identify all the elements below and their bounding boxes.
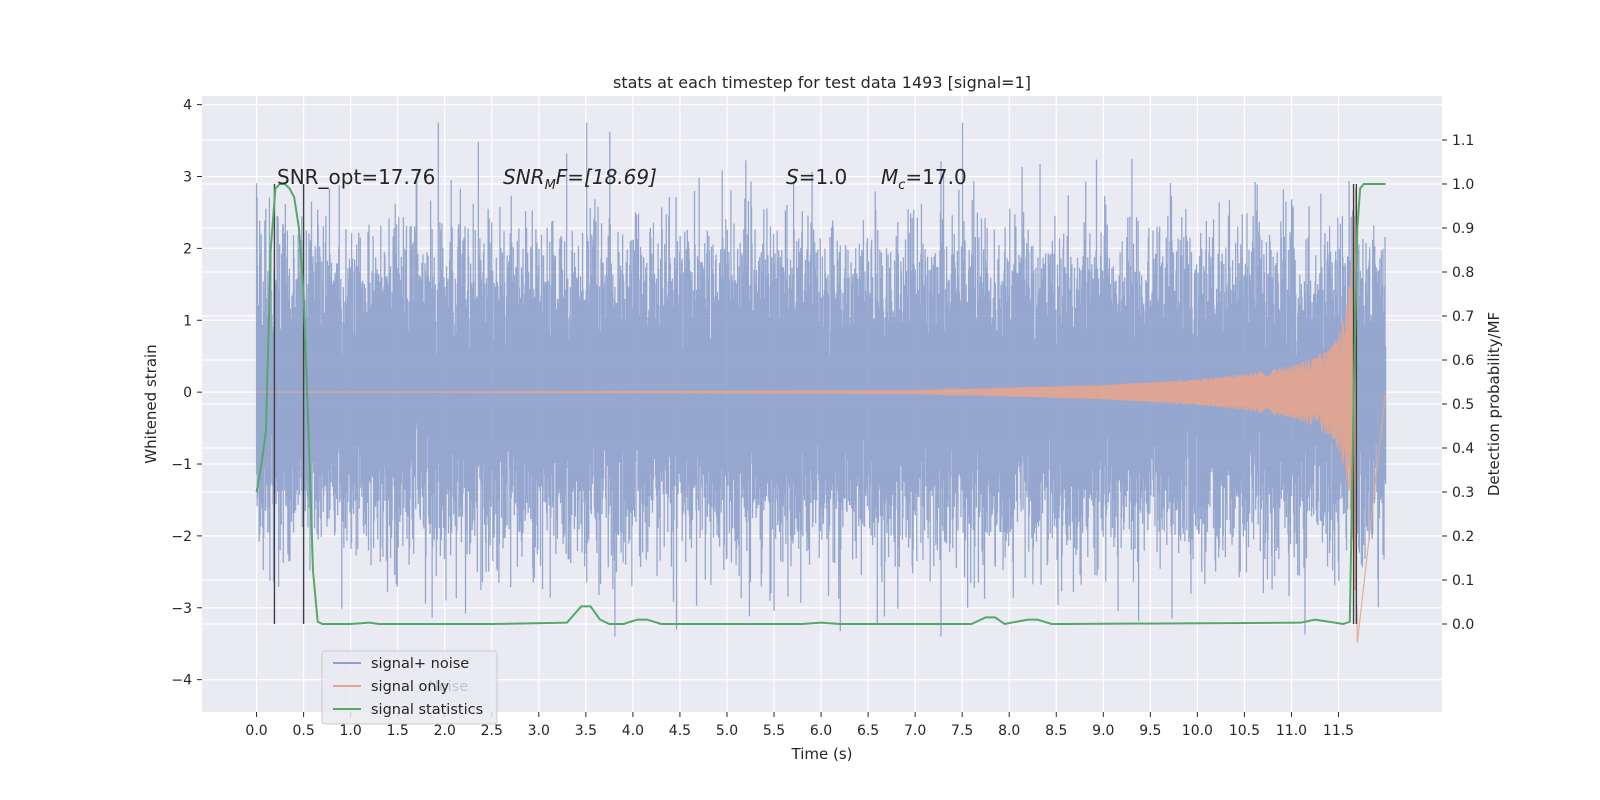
- x-tick-label: 9.0: [1092, 723, 1114, 739]
- chart-title: stats at each timestep for test data 149…: [613, 73, 1031, 92]
- signal-only-trace: [256, 188, 1387, 643]
- x-tick-label: 1.5: [387, 723, 409, 739]
- y-right-tick-label: 0.7: [1452, 309, 1474, 325]
- x-tick-label: 3.5: [575, 723, 597, 739]
- y-left-tick-label: 3: [183, 170, 192, 186]
- x-tick-label: 11.0: [1276, 723, 1307, 739]
- annotation-s: S=1.0: [786, 165, 847, 189]
- annotation-snr-mf: SNRMF=[18.69]: [503, 165, 657, 193]
- x-tick-label: 3.0: [528, 723, 550, 739]
- annotation-snr-opt: SNR_opt=17.76: [277, 165, 435, 189]
- y-left-tick-label: −3: [171, 601, 192, 617]
- x-tick-label: 9.5: [1139, 723, 1161, 739]
- annotation-mc-value: =17.0: [905, 165, 966, 189]
- x-axis-label: Time (s): [791, 745, 853, 763]
- y-right-tick-label: 0.6: [1452, 353, 1474, 369]
- y-left-tick-label: −2: [171, 529, 192, 545]
- x-tick-label: 1.0: [340, 723, 362, 739]
- x-tick-label: 10.5: [1229, 723, 1260, 739]
- y-left-tick-label: −4: [171, 673, 192, 689]
- y-right-tick-label: 1.1: [1452, 133, 1474, 149]
- y-right-tick-label: 0.0: [1452, 617, 1474, 633]
- annotation-s-symbol: S: [786, 165, 799, 189]
- annotation-mc-sub: c: [898, 178, 905, 193]
- annotation-s-value: =1.0: [799, 165, 848, 189]
- y-right-tick-label: 0.5: [1452, 397, 1474, 413]
- y-axis-left-label: Whitened strain: [142, 344, 160, 463]
- x-tick-label: 6.0: [810, 723, 832, 739]
- y-right-tick-label: 0.2: [1452, 529, 1474, 545]
- x-tick-label: 5.5: [763, 723, 785, 739]
- x-tick-label: 2.5: [481, 723, 503, 739]
- x-tick-label: 7.0: [904, 723, 926, 739]
- y-left-tick-label: 2: [183, 241, 192, 257]
- x-tick-label: 10.0: [1182, 723, 1213, 739]
- y-right-tick-label: 0.3: [1452, 485, 1474, 501]
- x-tick-label: 6.5: [857, 723, 879, 739]
- y-right-tick-label: 1.0: [1452, 177, 1474, 193]
- y-axis-right-label: Detection probability/MF: [1485, 312, 1503, 496]
- legend-box: [321, 650, 498, 725]
- y-right-tick-label: 0.1: [1452, 573, 1474, 589]
- legend-label-signal-only: signal only: [371, 679, 450, 695]
- x-tick-label: 8.0: [998, 723, 1020, 739]
- y-left-tick-label: −1: [171, 457, 192, 473]
- annotations: SNR_opt=17.76 SNRMF=[18.69] S=1.0 Mc=17.…: [277, 165, 967, 193]
- x-tick-label: 0.5: [292, 723, 314, 739]
- legend-ghost-text: Noise: [428, 679, 468, 695]
- x-tick-label: 0.0: [245, 723, 267, 739]
- legend-label-signal-noise: signal+ noise: [371, 656, 469, 672]
- y-right-tick-label: 0.8: [1452, 265, 1474, 281]
- annotation-snr-mf-base: SNR: [503, 165, 545, 189]
- y-right-tick-label: 0.4: [1452, 441, 1474, 457]
- x-tick-label: 11.5: [1323, 723, 1354, 739]
- y-left-tick-label: 0: [183, 385, 192, 401]
- x-tick-label: 4.5: [669, 723, 691, 739]
- x-tick-label: 7.5: [951, 723, 973, 739]
- axes: 0.0 0.5 1.0 1.5 2.0 2.5 3.0 3.5 4.0 4.5 5.0 5.5 6.0 6…: [171, 98, 1474, 739]
- annotation-mc-symbol: M: [881, 165, 898, 189]
- legend: Noise signal+ noise signal only signal s…: [321, 650, 498, 725]
- y-right-tick-label: 0.9: [1452, 221, 1474, 237]
- x-tick-label: 5.0: [716, 723, 738, 739]
- series-signal-statistics: [255, 183, 1386, 626]
- signal-statistics-line: [255, 183, 1386, 626]
- x-tick-label: 2.0: [434, 723, 456, 739]
- x-tick-label: 4.0: [622, 723, 644, 739]
- y-left-tick-label: 1: [183, 313, 192, 329]
- x-tick-label: 8.5: [1045, 723, 1067, 739]
- legend-label-signal-statistics: signal statistics: [371, 702, 483, 718]
- series-signal-only: [256, 188, 1387, 643]
- y-left-tick-label: 4: [183, 98, 192, 114]
- annotation-snr-mf-rest: F=[18.69]: [556, 165, 657, 189]
- annotation-mc: Mc=17.0: [881, 165, 967, 193]
- annotation-snr-mf-sub: M: [545, 178, 556, 193]
